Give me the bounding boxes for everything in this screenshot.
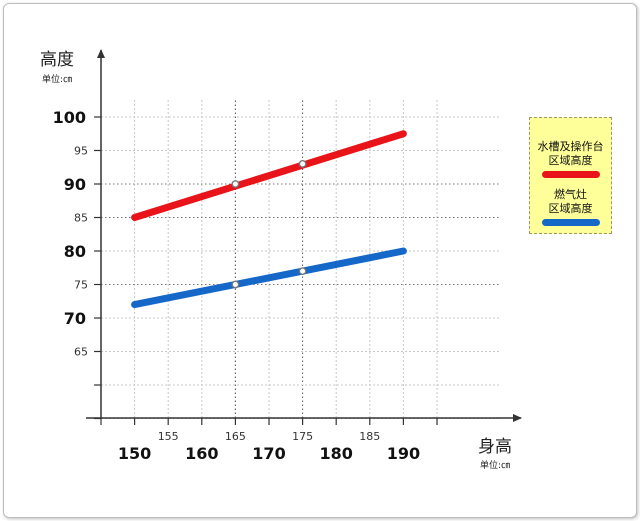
x-tick-label-minor: 155: [158, 430, 179, 443]
chart-legend: 水槽及操作台 区域高度 燃气灶 区域高度: [529, 117, 612, 234]
series-lines: [131, 130, 407, 309]
legend-label-sink-line1: 水槽及操作台: [537, 140, 604, 153]
data-point-marker: [231, 180, 240, 188]
legend-swatch-stove: [542, 219, 600, 226]
x-tick-label-minor: 165: [225, 430, 246, 443]
y-tick-label-minor: 85: [74, 212, 88, 225]
x-axis-unit: 单位:㎝: [480, 459, 510, 471]
data-point-marker: [298, 267, 307, 275]
chart-frame: [3, 3, 637, 518]
x-tick-label-major: 170: [252, 444, 285, 463]
y-tick-label-major: 80: [64, 242, 86, 261]
legend-swatch-sink: [542, 171, 600, 178]
grid-lines: [100, 100, 500, 419]
x-tick-label-minor: 185: [359, 430, 380, 443]
y-tick-label-major: 100: [53, 108, 86, 127]
x-tick-label-major: 180: [319, 444, 352, 463]
y-tick-label-minor: 75: [74, 279, 88, 292]
x-tick-label-major: 150: [118, 444, 151, 463]
data-point-marker: [298, 159, 307, 168]
x-tick-label-major: 160: [185, 444, 218, 463]
data-point-marker: [231, 280, 240, 289]
y-tick-label-minor: 95: [74, 145, 88, 158]
series-line: [131, 247, 407, 309]
x-tick-label-minor: 175: [292, 430, 313, 443]
axes: [86, 49, 522, 422]
legend-label-stove-line2: 区域高度: [548, 202, 593, 215]
legend-label-sink-line2: 区域高度: [548, 154, 593, 167]
series-1: [131, 247, 407, 309]
y-tick-label-minor: 65: [74, 346, 88, 359]
y-tick-label-major: 70: [64, 309, 86, 328]
legend-label-stove-line1: 燃气灶: [554, 188, 587, 201]
y-axis-unit: 单位:㎝: [42, 73, 72, 85]
series-0: [131, 130, 407, 221]
y-axis-title: 高度: [40, 50, 74, 70]
x-axis-title: 身高: [478, 437, 512, 457]
series-line: [131, 130, 407, 221]
x-tick-label-major: 190: [387, 444, 420, 463]
axis-ticks: 100 90 80 70 95 85 75 65 150 160 170 180 190 155 165 17…: [53, 108, 438, 463]
y-tick-label-major: 90: [64, 175, 86, 194]
